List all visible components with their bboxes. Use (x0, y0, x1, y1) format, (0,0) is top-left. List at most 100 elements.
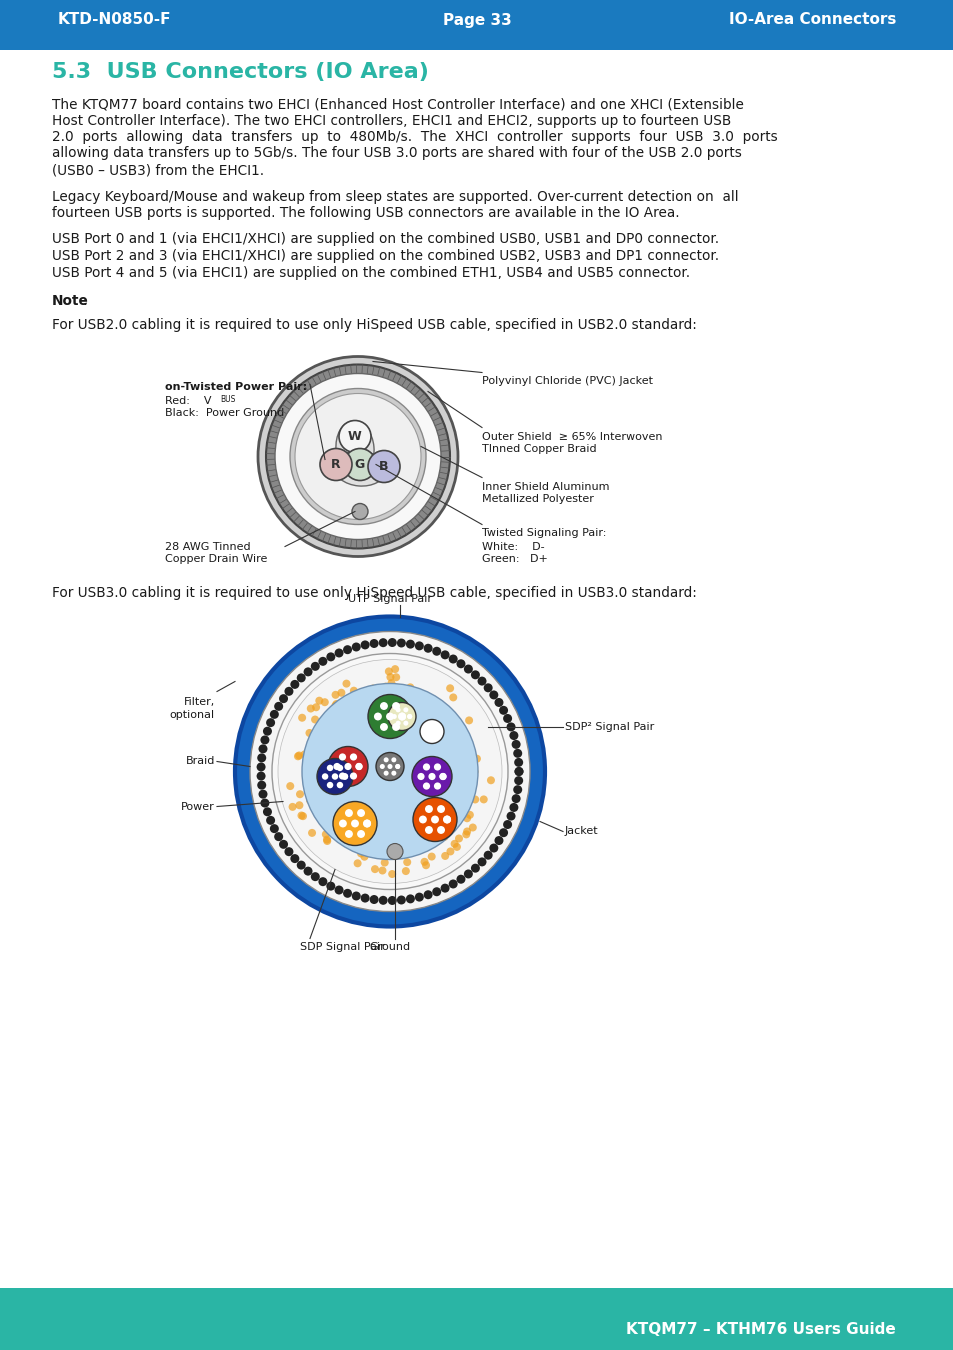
Circle shape (415, 760, 422, 768)
Circle shape (321, 774, 328, 780)
Circle shape (440, 769, 448, 778)
Circle shape (391, 837, 398, 845)
Circle shape (460, 779, 468, 787)
Circle shape (395, 721, 400, 726)
Circle shape (359, 782, 368, 790)
Circle shape (303, 769, 311, 776)
Circle shape (434, 763, 440, 771)
Circle shape (477, 676, 486, 686)
Circle shape (398, 741, 407, 749)
Circle shape (375, 764, 383, 772)
Text: For USB3.0 cabling it is required to use only HiSpeed USB cable, specified in US: For USB3.0 cabling it is required to use… (52, 586, 696, 601)
Circle shape (329, 821, 336, 829)
Circle shape (296, 674, 305, 682)
Circle shape (379, 702, 388, 710)
Circle shape (399, 767, 408, 774)
Ellipse shape (334, 451, 386, 486)
Circle shape (389, 771, 397, 779)
Circle shape (415, 763, 422, 771)
Circle shape (390, 772, 397, 780)
Circle shape (369, 639, 378, 648)
Circle shape (371, 741, 379, 749)
Circle shape (470, 768, 478, 776)
Circle shape (382, 751, 391, 759)
Circle shape (372, 752, 379, 759)
Circle shape (411, 747, 419, 755)
Circle shape (352, 643, 360, 652)
Circle shape (387, 768, 395, 776)
Circle shape (306, 764, 314, 772)
Circle shape (418, 690, 426, 698)
Circle shape (390, 772, 397, 780)
Circle shape (270, 824, 278, 833)
Circle shape (437, 729, 445, 737)
Circle shape (388, 845, 395, 853)
Circle shape (429, 776, 437, 784)
Circle shape (278, 840, 288, 849)
Circle shape (386, 674, 394, 682)
Circle shape (410, 814, 417, 822)
Circle shape (471, 864, 479, 872)
Circle shape (369, 760, 377, 768)
Circle shape (303, 867, 313, 876)
Circle shape (304, 767, 312, 775)
Circle shape (257, 753, 266, 763)
Circle shape (431, 815, 438, 824)
Circle shape (386, 751, 394, 759)
Circle shape (439, 774, 446, 780)
Text: Red:    V: Red: V (165, 396, 212, 405)
Circle shape (400, 803, 408, 811)
Circle shape (407, 714, 412, 720)
Bar (0, 0, 953, 40)
Circle shape (403, 859, 411, 867)
Circle shape (446, 848, 454, 856)
Circle shape (353, 769, 361, 778)
Circle shape (426, 747, 434, 753)
Circle shape (348, 752, 355, 760)
Circle shape (428, 774, 436, 780)
Circle shape (419, 748, 427, 756)
Circle shape (387, 639, 396, 647)
Circle shape (444, 813, 453, 821)
Circle shape (426, 718, 435, 726)
Circle shape (373, 767, 381, 775)
Circle shape (450, 732, 457, 740)
Circle shape (380, 778, 388, 786)
Circle shape (406, 848, 414, 856)
Circle shape (411, 691, 419, 699)
Circle shape (379, 757, 387, 765)
Circle shape (465, 795, 474, 803)
Text: Black:  Power Ground: Black: Power Ground (165, 409, 284, 418)
Circle shape (391, 705, 398, 713)
Circle shape (435, 733, 442, 741)
Circle shape (417, 774, 424, 780)
Circle shape (351, 819, 358, 828)
Text: Inner Shield Aluminum: Inner Shield Aluminum (481, 482, 609, 491)
Circle shape (319, 741, 328, 749)
Circle shape (395, 764, 400, 769)
Circle shape (514, 767, 523, 776)
Circle shape (336, 834, 345, 842)
Circle shape (350, 687, 357, 695)
Circle shape (506, 722, 515, 732)
Circle shape (489, 690, 497, 699)
Circle shape (389, 713, 396, 721)
Circle shape (391, 666, 398, 674)
Circle shape (365, 745, 374, 753)
Circle shape (332, 691, 339, 699)
Circle shape (387, 740, 395, 748)
Circle shape (318, 806, 327, 814)
Circle shape (379, 760, 387, 768)
Circle shape (439, 738, 447, 747)
Circle shape (502, 819, 512, 829)
Circle shape (263, 807, 272, 817)
Circle shape (371, 769, 379, 778)
Circle shape (413, 744, 420, 752)
Circle shape (260, 736, 269, 744)
Circle shape (463, 869, 473, 879)
Circle shape (372, 791, 379, 798)
Circle shape (288, 803, 296, 811)
Circle shape (380, 769, 388, 778)
Circle shape (411, 840, 418, 848)
Text: Green:   D+: Green: D+ (481, 555, 547, 564)
